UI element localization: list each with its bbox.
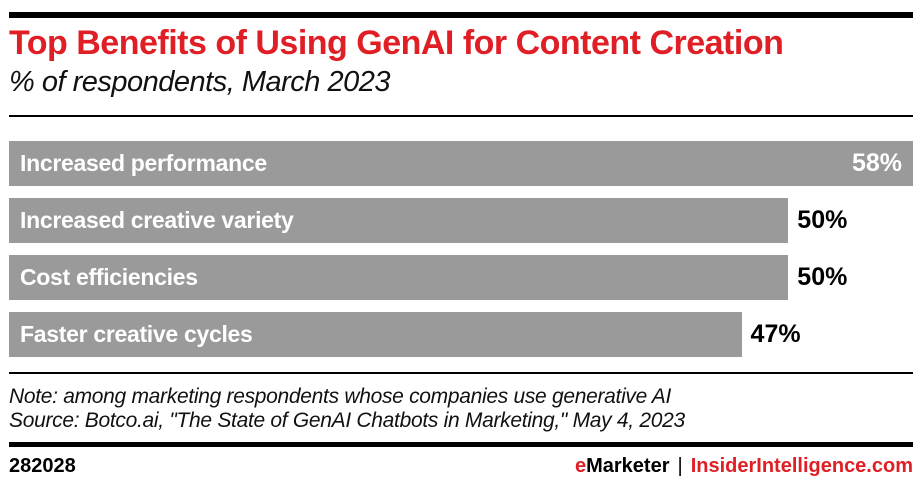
bar-value-label: 50% [797,262,848,291]
note-line: Note: among marketing respondents whose … [9,384,672,408]
chart-page: Top Benefits of Using GenAI for Content … [0,12,922,478]
bar-chart: Increased performance 58% Increased creati… [9,140,913,374]
insider-intelligence-url: InsiderIntelligence.com [690,454,913,477]
bar-row: Increased performance 58% [9,140,913,186]
chart-id: 282028 [9,454,76,477]
emarketer-logo-e: e [574,454,587,477]
brand-separator: | [677,454,683,477]
source-line: Source: Botco.ai, "The State of GenAI Ch… [9,408,685,432]
bar-value-label: 58% [851,148,902,177]
brand-lockup: eMarketer | InsiderIntelligence.com [575,455,913,478]
top-divider [9,12,913,18]
bar: Increased performance 58% [9,140,913,186]
bar-value-label: 50% [797,205,848,234]
chart-header: Top Benefits of Using GenAI for Content … [9,24,913,117]
chart-subtitle: % of respondents, March 2023 [9,66,390,99]
bar-value-label: 47% [750,319,801,348]
bar-category-label: Increased creative variety [20,206,294,233]
emarketer-logo-rest: Marketer [586,454,670,477]
bar-category-label: Faster creative cycles [20,320,253,347]
bottom-divider [9,441,913,447]
bar-category-label: Cost efficiencies [20,263,198,290]
bar-category-label: Increased performance [20,149,267,176]
bar: Faster creative cycles [9,311,742,357]
bar: Cost efficiencies [9,254,789,300]
bar-row: Cost efficiencies 50% [9,254,913,300]
chart-footer: 282028 eMarketer | InsiderIntelligence.com [9,455,913,478]
bar-row: Faster creative cycles 47% [9,311,913,357]
chart-notes: Note: among marketing respondents whose … [9,374,913,433]
bar: Increased creative variety [9,197,789,243]
bar-row: Increased creative variety 50% [9,197,913,243]
chart-title: Top Benefits of Using GenAI for Content … [9,24,784,62]
